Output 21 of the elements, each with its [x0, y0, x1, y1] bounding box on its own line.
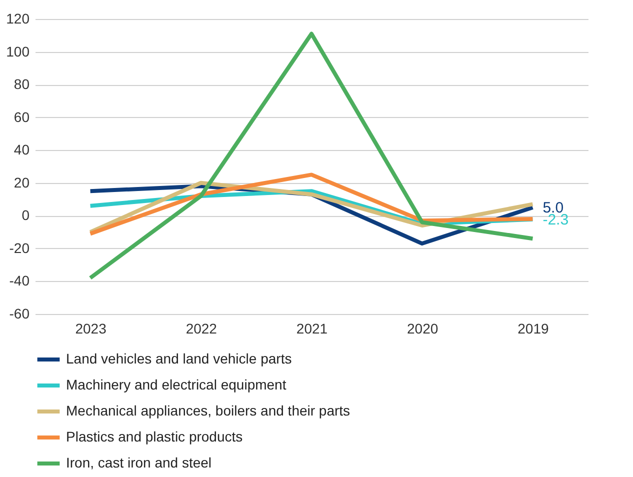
y-tick-label: -40 — [9, 272, 30, 289]
y-tick-label: 100 — [6, 43, 30, 60]
legend-label: Plastics and plastic products — [66, 428, 243, 444]
y-tick-label: -20 — [9, 240, 30, 256]
y-tick-label: 120 — [6, 10, 30, 26]
legend-label: Iron, cast iron and steel — [66, 454, 212, 470]
x-tick-label: 2023 — [75, 320, 107, 336]
y-tick-label: 60 — [14, 108, 30, 125]
x-tick-label: 2021 — [296, 320, 328, 336]
y-tick-label: 20 — [14, 174, 30, 190]
legend-label: Mechanical appliances, boilers and their parts — [66, 402, 350, 418]
x-tick-label: 2020 — [407, 320, 438, 336]
legend-label: Machinery and electrical equipment — [66, 376, 286, 392]
x-tick-label: 2022 — [186, 320, 218, 336]
legend-label: Land vehicles and land vehicle parts — [66, 350, 292, 366]
y-tick-label: 0 — [22, 207, 30, 224]
x-tick-label: 2019 — [518, 320, 549, 336]
y-tick-label: -60 — [9, 306, 30, 322]
y-tick-label: 80 — [14, 76, 30, 92]
y-tick-label: 40 — [14, 142, 30, 158]
line-series — [88, 32, 535, 280]
